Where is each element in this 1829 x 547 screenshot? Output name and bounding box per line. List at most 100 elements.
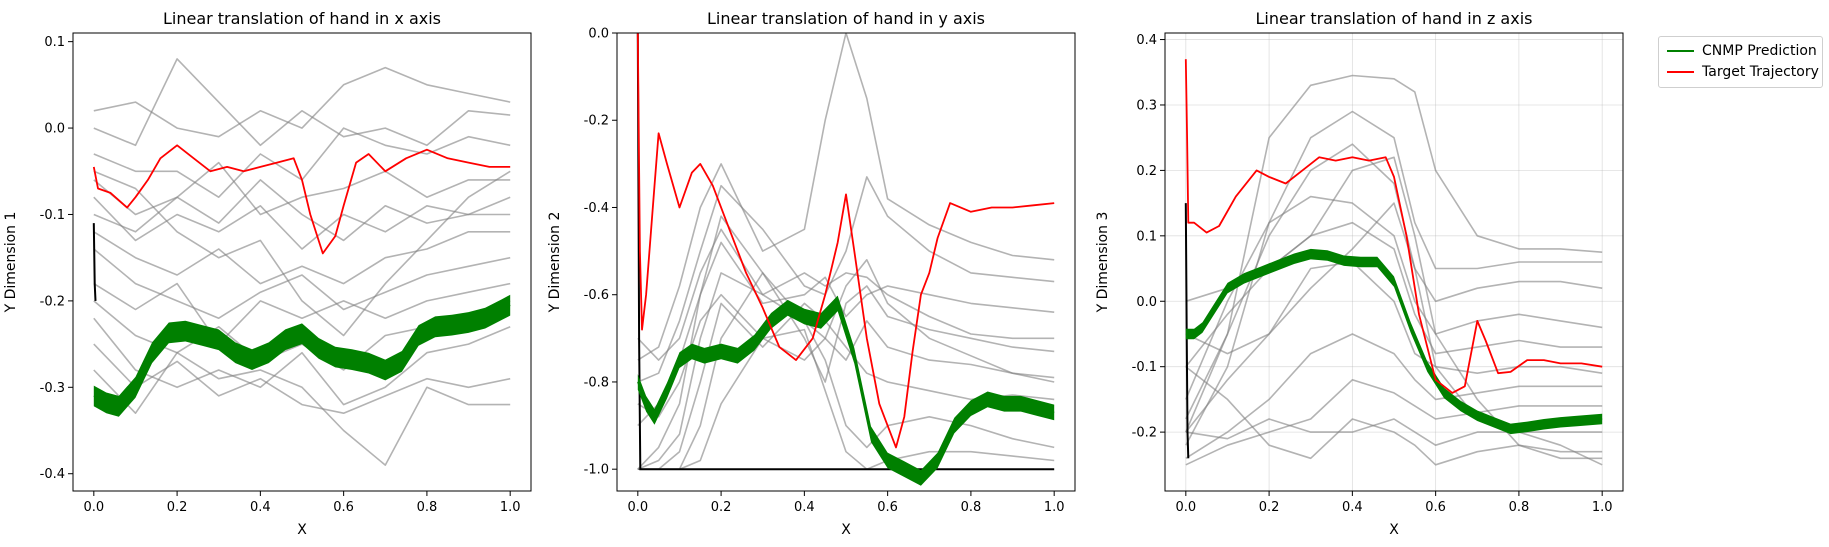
- panel3-demo-line-11: [1185, 202, 1603, 466]
- panel3-ytick-label-6: 0.4: [1136, 33, 1157, 48]
- legend-label-target: Target Trajectory: [1702, 64, 1819, 80]
- panel1-plot-area: [92, 58, 511, 466]
- panel1-demo-line-12: [93, 179, 511, 242]
- panel1-demo-line-5: [93, 231, 511, 285]
- panel1-ytick-label-5: 0.1: [44, 35, 65, 50]
- legend-entry-cnmp: CNMP Prediction: [1667, 41, 1817, 61]
- panel2-ylabel: Y Dimension 2: [547, 212, 563, 314]
- panel2-xtick-label-2: 0.4: [794, 500, 815, 515]
- panel3-xtick-label-0: 0.0: [1175, 500, 1196, 515]
- panel1-demo-line-3: [93, 161, 511, 216]
- panel1-xtick-label-5: 1.0: [500, 500, 521, 515]
- panel2-cnmp-line: [637, 301, 1055, 479]
- legend-entry-target: Target Trajectory: [1667, 62, 1819, 82]
- panel2-demo-line-3: [637, 215, 1055, 470]
- panel2-ytick-label-5: 0.0: [588, 27, 609, 42]
- panel2-ytick-label-3: -0.4: [584, 201, 609, 216]
- panel2-demo-line-7: [637, 328, 1055, 471]
- panel1-demo-line-10: [93, 351, 511, 466]
- panel1-xlabel: X: [297, 522, 307, 538]
- panel3-demo-line-0: [1185, 74, 1603, 433]
- panel3-demo-line-3: [1185, 195, 1603, 400]
- panel1-demo-line-7: [93, 282, 511, 345]
- panel1-demo-line-1: [93, 58, 511, 147]
- panel3-demo-line-9: [1185, 366, 1603, 466]
- panel1-xtick-label-2: 0.4: [250, 500, 271, 515]
- panel1-ytick-label-3: -0.1: [40, 208, 65, 223]
- panel3-ylabel: Y Dimension 3: [1095, 212, 1111, 314]
- panel3-ytick-label-1: -0.1: [1132, 360, 1157, 375]
- panel1-demo-line-6: [93, 248, 511, 320]
- panel1-demo-line-0: [93, 66, 511, 138]
- panel1-black-line: [92, 223, 97, 301]
- panel1-demo-line-9: [93, 317, 511, 406]
- panel1-axes-frame: [72, 32, 532, 492]
- panel2-black-line: [636, 33, 1055, 471]
- panel1-cnmp-error-band: [93, 294, 511, 417]
- panel3-cnmp-line: [1185, 253, 1603, 430]
- panel2-plot-area: [636, 33, 1055, 486]
- panel3-demo-line-7: [1185, 378, 1603, 466]
- panel2-title: Linear translation of hand in y axis: [707, 9, 985, 28]
- panel2-demo-line-2: [637, 241, 1055, 427]
- panel2-xtick-label-4: 0.8: [961, 500, 982, 515]
- panel2: 0.0 0.2 0.4 0.6 0.8 1.0 -1.0 -0.8 -0.6 -0.4 -0.2 0.…: [547, 9, 1076, 538]
- legend-swatch-cnmp: [1667, 50, 1694, 52]
- panel3-cnmp-error-band: [1185, 248, 1603, 435]
- panel3-target-line: [1184, 59, 1603, 394]
- panel3-demo-line-6: [1185, 333, 1603, 459]
- panel2-ytick-label-1: -0.8: [584, 375, 609, 390]
- panel2-xtick-label-0: 0.0: [627, 500, 648, 515]
- panel1-xtick-label-3: 0.6: [333, 500, 354, 515]
- panel1-xtick-label-1: 0.2: [167, 500, 188, 515]
- panel1-demo-line-13: [93, 170, 511, 337]
- panel1-ytick-label-1: -0.3: [40, 381, 65, 396]
- panel3-ytick-label-0: -0.2: [1132, 426, 1157, 441]
- panel1-demo-line-11: [93, 343, 511, 415]
- panel2-target-line: [636, 33, 1055, 449]
- panel3-xtick-label-3: 0.6: [1425, 500, 1446, 515]
- panel1-ytick-label-2: -0.2: [40, 294, 65, 309]
- legend-label-cnmp: CNMP Prediction: [1702, 43, 1817, 59]
- panel1-xtick-label-4: 0.8: [417, 500, 438, 515]
- panel2-demo-line-9: [637, 228, 1055, 361]
- panel3-demo-line-5: [1185, 261, 1603, 433]
- panel1-target-line: [92, 144, 511, 255]
- panel3-axes-frame: [1164, 32, 1624, 492]
- panel2-xtick-label-3: 0.6: [877, 500, 898, 515]
- panel3: 0.0 0.2 0.4 0.6 0.8 1.0 -0.2 -0.1 0.0 0.1 0.2 0.3 0.…: [1095, 9, 1624, 538]
- panel2-axes-frame: [616, 32, 1076, 492]
- panel2-xtick-label-5: 1.0: [1044, 500, 1065, 515]
- legend: CNMP Prediction Target Trajectory: [1658, 36, 1823, 88]
- panel1-ylabel: Y Dimension 1: [3, 212, 19, 314]
- panel1-demo-line-4: [93, 196, 511, 250]
- panel2-ytick-label-0: -1.0: [584, 463, 609, 478]
- panel3-demo-line-1: [1185, 110, 1603, 446]
- panel3-black-line: [1184, 203, 1190, 459]
- panel3-xtick-label-5: 1.0: [1592, 500, 1613, 515]
- panel1-cnmp-line: [93, 304, 511, 408]
- panel3-ytick-label-4: 0.2: [1136, 164, 1157, 179]
- panel3-xtick-label-2: 0.4: [1342, 500, 1363, 515]
- panel2-demo-line-0: [637, 33, 1055, 361]
- panel2-ytick-label-4: -0.2: [584, 114, 609, 129]
- panel2-xlabel: X: [841, 522, 851, 538]
- panel2-demo-line-4: [637, 272, 1055, 470]
- panel2-cnmp-error-band: [637, 295, 1055, 486]
- panel3-ytick-label-3: 0.1: [1136, 229, 1157, 244]
- legend-swatch-target: [1667, 71, 1694, 73]
- panel3-title: Linear translation of hand in z axis: [1256, 9, 1533, 28]
- panel3-ytick-label-2: 0.0: [1136, 295, 1157, 310]
- panel1-title: Linear translation of hand in x axis: [163, 9, 441, 28]
- panel1-ytick-label-0: -0.4: [40, 467, 65, 482]
- panel3-plot-area: [1184, 59, 1603, 466]
- panel2-demo-line-6: [637, 272, 1055, 471]
- panel2-ytick-label-2: -0.6: [584, 288, 609, 303]
- panel1-demo-line-2: [93, 127, 511, 198]
- panel3-xlabel: X: [1389, 522, 1399, 538]
- panel1-xtick-label-0: 0.0: [83, 500, 104, 515]
- panel3-ytick-label-5: 0.3: [1136, 98, 1157, 113]
- panel3-xtick-label-4: 0.8: [1509, 500, 1530, 515]
- panel3-xtick-label-1: 0.2: [1259, 500, 1280, 515]
